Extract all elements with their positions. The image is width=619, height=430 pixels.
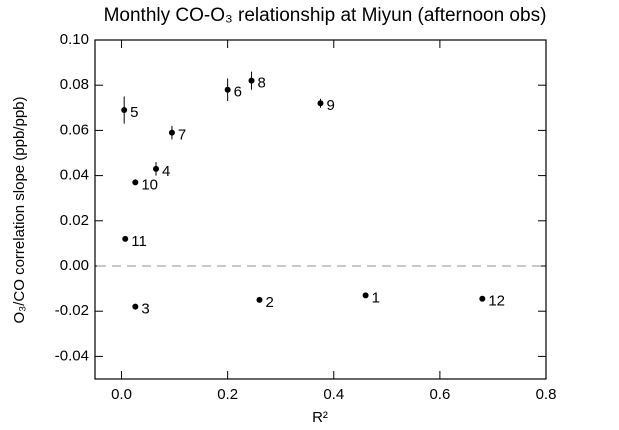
y-tick-label: 0.00 <box>60 257 89 274</box>
point <box>121 107 128 114</box>
point <box>362 292 369 299</box>
y-tick-label: 0.08 <box>60 76 89 93</box>
x-tick-label: 0.6 <box>429 386 450 403</box>
y-tick-label: -0.02 <box>55 302 89 319</box>
point <box>168 129 175 136</box>
point-label: 5 <box>130 104 138 121</box>
point-label: 1 <box>372 289 380 306</box>
x-tick-label: 0.2 <box>217 386 238 403</box>
point <box>122 235 129 242</box>
point-label: 4 <box>162 163 170 180</box>
y-tick-label: 0.06 <box>60 121 89 138</box>
y-axis-label: O₃/CO correlation slope (ppb/ppb) <box>11 96 28 323</box>
point <box>317 100 324 107</box>
y-tick-label: 0.10 <box>60 31 89 48</box>
point <box>256 296 263 303</box>
y-tick-label: 0.04 <box>60 167 89 184</box>
point-label: 11 <box>131 233 147 250</box>
y-tick-label: 0.02 <box>60 212 89 229</box>
point-label: 12 <box>488 293 505 310</box>
point <box>224 86 231 93</box>
point <box>132 179 139 186</box>
point <box>248 77 255 84</box>
point-label: 6 <box>234 84 242 101</box>
plot-frame <box>94 39 547 380</box>
point-label: 8 <box>258 75 266 92</box>
point <box>479 295 486 302</box>
point <box>153 165 160 172</box>
y-tick-label: -0.04 <box>55 347 89 364</box>
x-tick-label: 0.0 <box>111 386 132 403</box>
point-label: 2 <box>265 294 273 311</box>
chart-title: Monthly CO-O₃ relationship at Miyun (aft… <box>104 5 547 26</box>
x-tick-label: 0.8 <box>536 386 557 403</box>
point <box>132 303 139 310</box>
point-label: 7 <box>178 127 186 144</box>
point-label: 9 <box>327 97 335 114</box>
point-label: 3 <box>141 301 149 318</box>
x-axis-label: R² <box>312 409 328 426</box>
point-label: 10 <box>141 176 158 193</box>
x-tick-label: 0.4 <box>323 386 344 403</box>
